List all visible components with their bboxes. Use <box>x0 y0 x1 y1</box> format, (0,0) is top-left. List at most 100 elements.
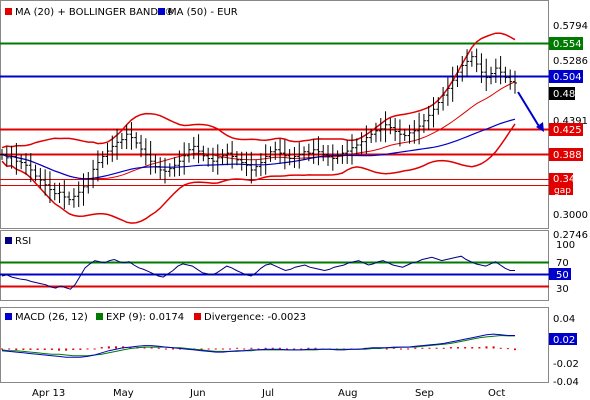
price-y-tick: 0.5286 <box>553 56 588 67</box>
price-bar <box>19 154 24 170</box>
divergence-bar <box>79 348 82 350</box>
x-axis: Apr 13 May Jun Jul Aug Sep Oct <box>32 388 505 399</box>
divergence-bar <box>29 348 32 350</box>
level-badge-388-text: 0.388 <box>553 150 582 161</box>
price-bar <box>143 138 148 166</box>
price-bar <box>345 140 350 164</box>
macd-y-tick: -0.04 <box>553 377 579 388</box>
divergence-bar <box>214 348 217 350</box>
price-bar <box>460 55 465 82</box>
divergence-bar <box>157 347 160 349</box>
divergence-bar <box>286 348 288 350</box>
divergence-bar <box>449 347 452 349</box>
divergence-bar <box>15 348 18 350</box>
price-bar <box>484 58 489 92</box>
price-bar <box>71 188 76 208</box>
divergence-bar <box>271 347 274 349</box>
divergence-bar <box>150 347 153 349</box>
divergence-bar <box>514 348 516 351</box>
price-bar <box>426 105 431 131</box>
rsi-line <box>1 255 515 290</box>
divergence-bar <box>221 348 224 350</box>
price-bar <box>455 65 460 88</box>
price-bar <box>95 150 100 182</box>
divergence-bar <box>36 348 39 350</box>
price-bar <box>230 140 235 169</box>
price-bar <box>249 151 254 184</box>
rsi-legend-swatch <box>5 237 12 244</box>
price-bar <box>373 122 378 143</box>
price-bar <box>282 139 287 170</box>
price-bar <box>436 97 441 115</box>
divergence-bar <box>50 348 53 350</box>
price-bar <box>206 147 211 167</box>
rsi-panel-frame <box>0 230 549 301</box>
divergence-bar <box>236 347 239 349</box>
price-y-tick: 0.2746 <box>553 230 588 241</box>
divergence-bar <box>478 347 481 349</box>
divergence-bar <box>72 348 75 350</box>
price-bar <box>489 66 494 85</box>
price-legend: MA (20) + BOLLINGER BANDS® MA (50) - EUR <box>5 7 238 18</box>
divergence-bar <box>278 347 281 349</box>
price-bar <box>292 147 297 168</box>
x-tick-label: May <box>113 388 134 399</box>
price-bar <box>47 171 52 204</box>
price-bar <box>43 169 48 196</box>
price-bar <box>134 132 139 149</box>
macd-last-value: 0.02 <box>553 335 575 346</box>
signal-legend-label: EXP (9): 0.0174 <box>106 312 184 323</box>
price-bar <box>186 142 191 163</box>
price-bar <box>369 128 374 143</box>
bollinger-lower-line <box>1 123 516 224</box>
price-bar <box>340 145 345 164</box>
level-badge-346-text: 0.346 <box>553 174 582 185</box>
price-bar <box>234 151 239 166</box>
price-bar <box>14 142 19 175</box>
divergence-bar <box>243 348 246 350</box>
x-tick-label: Sep <box>415 388 434 399</box>
price-bar <box>177 150 182 177</box>
price-bar <box>445 77 450 106</box>
price-bar <box>254 159 259 177</box>
price-bar <box>431 97 436 128</box>
price-bar <box>148 140 153 175</box>
level-badge-504-text: 0.504 <box>553 72 582 83</box>
price-bar <box>52 182 57 201</box>
macd-y-tick: 0.04 <box>553 314 575 325</box>
level-badge-425-text: 0.425 <box>553 125 582 136</box>
price-bar <box>220 149 225 165</box>
macd-line <box>1 333 515 358</box>
rsi-legend-label: RSI <box>15 236 31 247</box>
divergence-bar <box>8 348 11 350</box>
x-tick-label: Jul <box>261 388 274 399</box>
price-bar <box>316 136 321 166</box>
divergence-bar <box>257 348 260 350</box>
price-bar <box>479 53 484 83</box>
divergence-bar <box>43 348 46 350</box>
rsi-level-badge-50 <box>549 268 571 280</box>
price-bar <box>493 58 498 83</box>
price-bar <box>244 151 249 177</box>
divergence-bar <box>100 347 103 349</box>
price-bar <box>397 119 402 147</box>
price-bar <box>0 149 4 160</box>
divergence-bar <box>143 347 146 349</box>
divergence-bar <box>407 348 410 350</box>
divergence-bar <box>457 347 459 349</box>
price-bar <box>86 172 91 194</box>
price-bar <box>62 180 67 210</box>
signal-line <box>1 334 515 357</box>
price-bar <box>263 144 268 175</box>
level-badge-554-text: 0.554 <box>553 39 582 50</box>
price-bar <box>9 145 14 169</box>
divergence-bar <box>107 346 110 349</box>
price-bar <box>38 167 43 189</box>
price-bar <box>105 142 110 165</box>
last-price-text: 0.48 <box>553 89 575 100</box>
divergence-bar <box>200 348 203 350</box>
x-tick-label: Oct <box>488 388 505 399</box>
price-bar <box>172 157 177 177</box>
divergence-bar <box>414 347 417 349</box>
price-bar <box>119 132 124 150</box>
